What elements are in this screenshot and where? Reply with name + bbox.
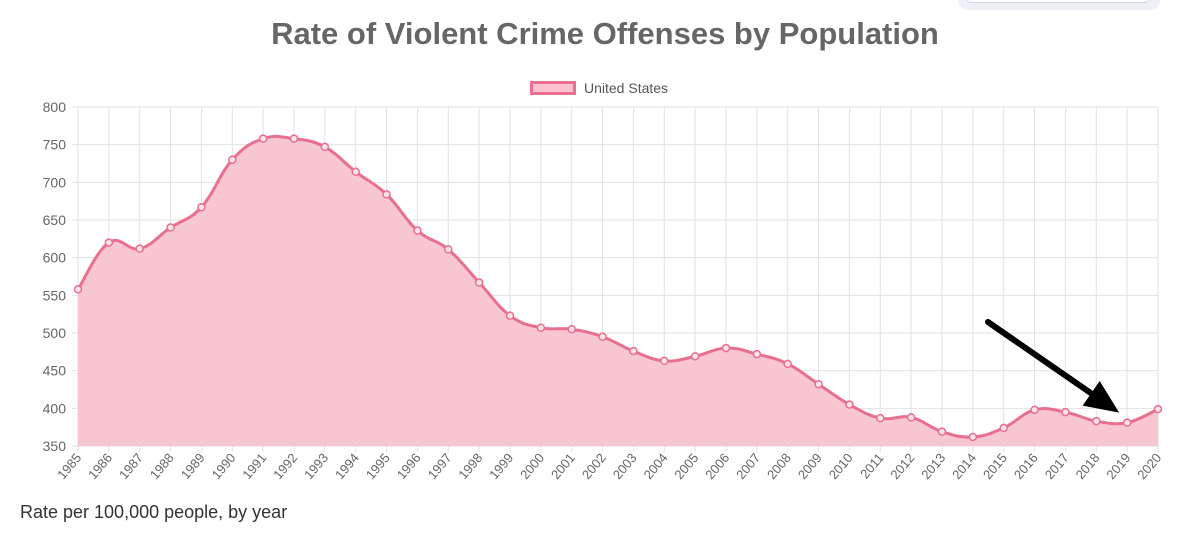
x-tick-label: 2010 [826, 450, 856, 482]
x-tick-label: 1988 [147, 450, 177, 482]
chart-title: Rate of Violent Crime Offenses by Popula… [271, 16, 939, 51]
x-tick-label: 1999 [486, 450, 516, 482]
x-tick-label: 1997 [425, 450, 455, 482]
y-tick-label: 800 [43, 99, 67, 115]
x-tick-label: 2011 [857, 450, 886, 481]
x-tick-label: 2014 [949, 450, 979, 482]
x-tick-label: 1993 [301, 450, 331, 482]
search-widget-fragment [958, 0, 1160, 10]
arrow-shaft [985, 319, 1095, 397]
y-tick-label: 650 [43, 212, 67, 228]
x-tick-label: 2007 [733, 450, 763, 482]
y-tick-label: 600 [43, 250, 67, 266]
x-tick-label: 1987 [116, 450, 146, 482]
x-tick-label: 2018 [1073, 450, 1103, 482]
y-tick-label: 450 [43, 363, 67, 379]
data-point-2000[interactable] [536, 323, 546, 332]
x-tick-label: 2004 [641, 450, 671, 482]
x-axis-ticks: 1985 1986 1987 1988 1989 1990 1991 1992 1993 1994… [54, 450, 1164, 482]
annotation-arrow [985, 319, 1120, 413]
y-tick-label: 350 [43, 438, 67, 454]
x-tick-label: 2003 [610, 450, 640, 482]
chart-legend[interactable]: United States [530, 78, 668, 98]
x-tick-label: 1995 [363, 450, 393, 482]
series-area [78, 136, 1158, 447]
x-tick-label: 2012 [887, 450, 917, 482]
data-point-2020[interactable] [1153, 404, 1163, 414]
data-point-2001[interactable] [567, 324, 576, 334]
chart-caption: Rate per 100,000 people, by year [20, 502, 288, 522]
data-point-1987[interactable] [135, 244, 144, 253]
x-tick-label: 1989 [178, 450, 208, 482]
x-tick-label: 2017 [1042, 450, 1072, 482]
data-point-2009[interactable] [814, 379, 823, 389]
data-point-1996[interactable] [413, 226, 422, 235]
data-point-1985[interactable] [73, 285, 83, 294]
x-tick-label: 1998 [455, 450, 485, 482]
y-tick-label: 500 [43, 325, 67, 341]
data-point-2013[interactable] [937, 427, 947, 436]
x-tick-label: 2009 [795, 450, 825, 482]
y-tick-label: 400 [43, 400, 67, 416]
x-tick-label: 2006 [702, 450, 732, 482]
x-tick-label: 2008 [764, 450, 794, 482]
data-point-2014[interactable] [968, 432, 978, 442]
data-point-1998[interactable] [474, 278, 484, 287]
x-tick-label: 2019 [1103, 450, 1133, 482]
data-point-2012[interactable] [906, 413, 916, 422]
y-tick-label: 750 [43, 137, 67, 153]
arrow-head [1082, 380, 1120, 413]
x-tick-label: 1990 [209, 450, 239, 482]
data-point-2019[interactable] [1122, 418, 1132, 427]
data-point-1986[interactable] [104, 238, 114, 247]
data-point-2003[interactable] [629, 346, 638, 356]
data-point-1989[interactable] [197, 202, 206, 212]
data-point-2010[interactable] [845, 400, 854, 409]
data-point-2006[interactable] [721, 343, 731, 353]
x-tick-label: 2002 [579, 450, 609, 482]
data-point-1993[interactable] [320, 142, 330, 152]
x-tick-label: 2001 [548, 450, 578, 482]
data-point-1992[interactable] [289, 134, 299, 143]
data-point-2002[interactable] [598, 332, 607, 342]
data-point-1999[interactable] [505, 311, 515, 320]
data-point-1991[interactable] [258, 134, 268, 143]
data-point-2007[interactable] [752, 349, 762, 359]
x-tick-label: 2000 [517, 450, 547, 482]
x-tick-label: 2016 [1011, 450, 1041, 482]
data-point-2018[interactable] [1092, 416, 1101, 426]
x-tick-label: 1992 [270, 450, 300, 482]
data-point-1988[interactable] [166, 223, 175, 232]
data-point-2017[interactable] [1061, 407, 1070, 417]
x-tick-label: 2015 [980, 450, 1010, 482]
data-point-2016[interactable] [1030, 405, 1039, 415]
data-point-1995[interactable] [382, 190, 391, 199]
x-tick-label: 1994 [332, 450, 362, 482]
x-tick-label: 1985 [54, 450, 84, 482]
data-point-1997[interactable] [444, 245, 453, 254]
data-point-1990[interactable] [228, 155, 237, 164]
y-axis-ticks: 350 400 450 500 550 600 650 700 750 800 [43, 99, 67, 454]
x-tick-label: 2013 [918, 450, 948, 482]
data-point-2015[interactable] [999, 423, 1008, 433]
x-tick-label: 1986 [85, 450, 115, 482]
x-tick-label: 2005 [671, 450, 701, 482]
x-tick-label: 2020 [1134, 450, 1164, 482]
data-point-2005[interactable] [690, 352, 700, 361]
y-tick-label: 700 [43, 174, 67, 190]
x-tick-label: 1996 [394, 450, 424, 482]
y-tick-label: 550 [43, 287, 67, 303]
legend-swatch [530, 81, 576, 95]
data-point-2004[interactable] [660, 356, 669, 366]
data-point-1994[interactable] [351, 167, 360, 177]
legend-label: United States [584, 80, 669, 96]
data-point-2011[interactable] [876, 413, 885, 423]
data-points [73, 134, 1163, 442]
data-point-2008[interactable] [783, 359, 792, 369]
x-tick-label: 1991 [239, 450, 269, 482]
